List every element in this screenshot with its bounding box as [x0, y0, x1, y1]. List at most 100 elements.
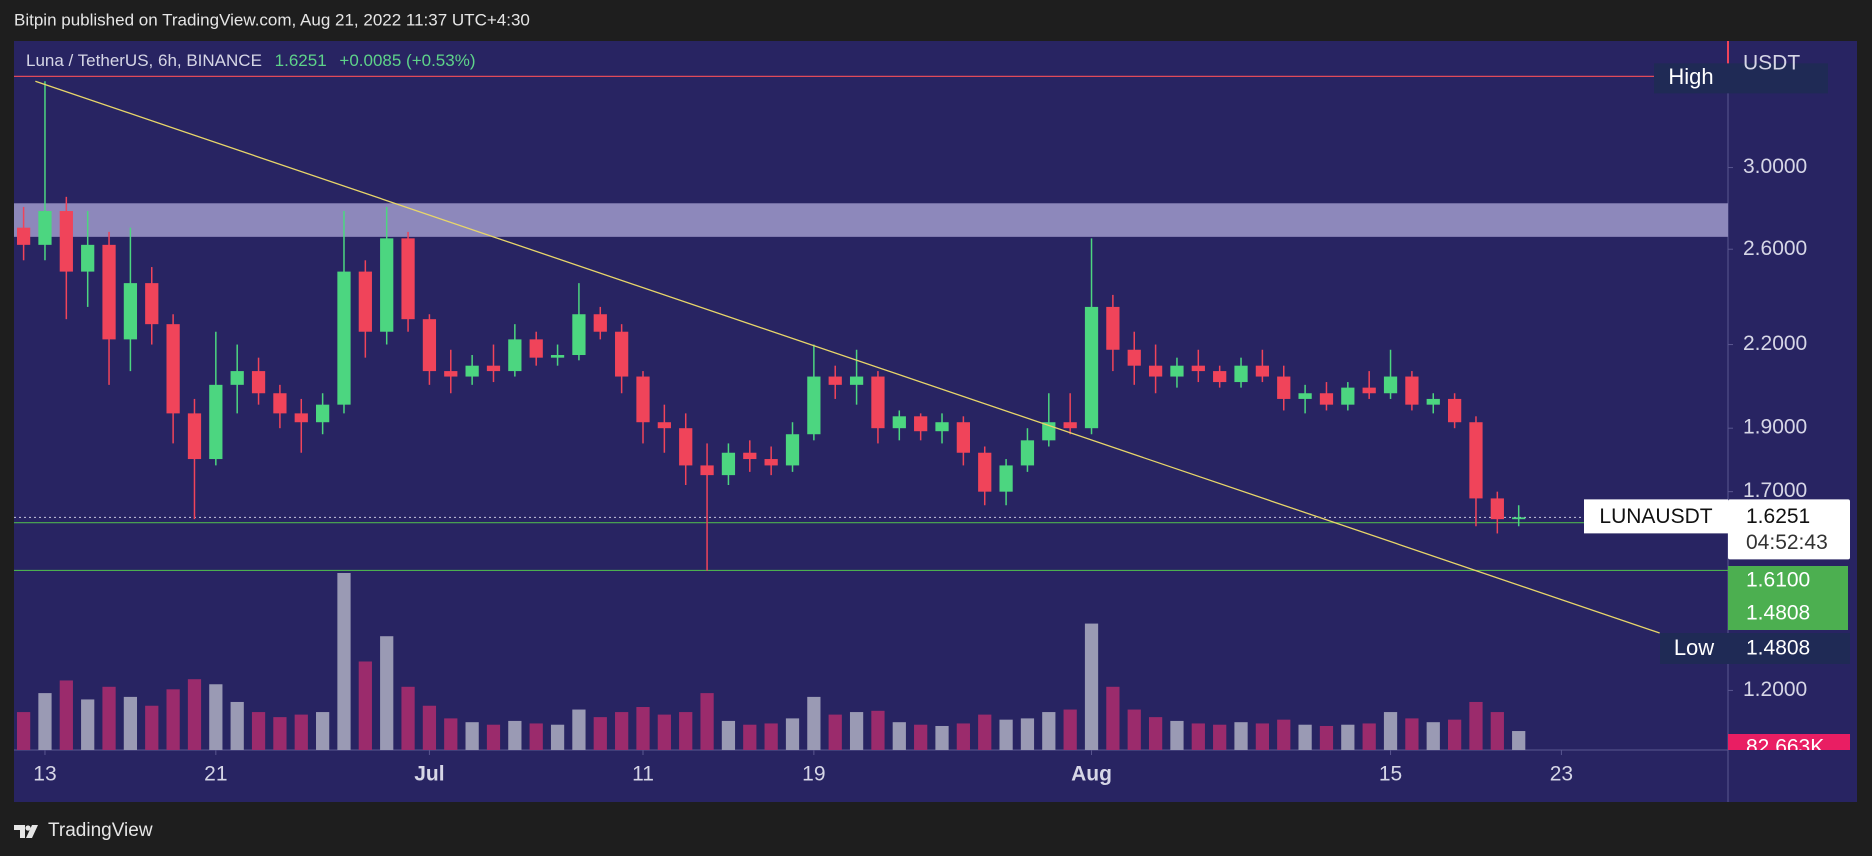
candle-body — [1084, 306, 1099, 429]
volume-bar — [1490, 712, 1504, 750]
candle-body — [1469, 422, 1483, 499]
candle-body — [81, 244, 95, 272]
brand: TradingView — [48, 820, 153, 841]
trendline — [35, 80, 1660, 634]
candle-body — [956, 422, 970, 453]
candle-body — [1170, 365, 1184, 377]
volume-bar — [1298, 724, 1312, 750]
volume-bar — [1341, 724, 1355, 750]
candle-body — [529, 339, 543, 358]
candle-body — [1426, 398, 1440, 405]
candle-body — [294, 413, 308, 423]
volume-bar — [892, 722, 906, 750]
candle-body — [1383, 376, 1398, 394]
x-tick-label: 11 — [632, 763, 654, 786]
candle-body — [145, 283, 159, 325]
volume-bar — [102, 686, 116, 750]
x-tick-label: 19 — [802, 763, 825, 786]
volume-bar — [1277, 719, 1291, 750]
volume-bar — [358, 661, 372, 750]
volume-bar — [316, 712, 330, 750]
volume-bar — [251, 712, 266, 750]
volume-bar — [380, 636, 394, 750]
volume-bar — [273, 717, 287, 750]
y-tick-label: 1.7000 — [1743, 479, 1807, 502]
candle-body — [187, 413, 202, 460]
candle-body — [209, 384, 223, 460]
candle-body — [380, 238, 394, 332]
volume-bar — [38, 693, 52, 750]
support-badge — [1728, 566, 1848, 630]
y-tick-label: 2.6000 — [1743, 237, 1807, 260]
last-symbol: LUNAUSDT — [1599, 505, 1712, 528]
high-badge — [1654, 63, 1728, 94]
volume-bar — [935, 725, 949, 750]
candle-body — [337, 271, 351, 405]
candle-body — [1447, 398, 1462, 423]
volume-bar — [465, 722, 479, 750]
countdown: 04:52:43 — [1746, 531, 1828, 554]
candle-body — [1405, 376, 1419, 405]
volume-bar — [1319, 725, 1334, 750]
volume-bar — [1469, 701, 1483, 750]
volume-label: 82.663K — [1746, 736, 1824, 759]
volume-bar — [1213, 724, 1227, 750]
candle-body — [999, 465, 1013, 492]
candle-body — [978, 452, 992, 492]
candle-body — [1213, 371, 1227, 383]
low-badge — [1660, 633, 1728, 664]
volume-bar — [1512, 731, 1526, 750]
volume-bar — [785, 718, 800, 750]
volume-bar — [529, 723, 543, 750]
candle-body — [1255, 365, 1270, 377]
volume-bar — [615, 712, 629, 750]
volume-bar — [1405, 718, 1419, 750]
volume-bar — [1148, 717, 1163, 750]
candle-body — [636, 376, 650, 423]
candle-body — [230, 371, 244, 385]
y-tick-label: 1.2000 — [1743, 678, 1807, 701]
candle-body — [486, 365, 501, 372]
candle-body — [657, 422, 671, 429]
volume-bar — [828, 714, 842, 750]
x-tick-label: Jul — [414, 763, 444, 786]
candle-body — [38, 211, 52, 245]
candle-body — [422, 319, 437, 372]
volume-bar — [743, 724, 757, 750]
volume-bar — [1084, 623, 1099, 750]
candle-body — [572, 314, 586, 356]
volume-bar — [1255, 723, 1270, 750]
volume-bar — [166, 689, 180, 750]
y-tick-label: 2.2000 — [1743, 332, 1807, 355]
y-tick-label: 1.9000 — [1743, 416, 1807, 439]
candle-body — [807, 376, 821, 435]
candle-body — [59, 211, 73, 272]
volume-bar — [16, 712, 31, 750]
candle-body — [721, 452, 736, 476]
legend: Luna / TetherUS, 6h, BINANCE 1.6251 +0.0… — [26, 51, 476, 70]
volume-bar — [914, 724, 928, 750]
candle-body — [444, 371, 458, 377]
publisher: Bitpin published on TradingView.com, Aug… — [14, 10, 530, 29]
candle-body — [465, 365, 479, 377]
volume-bar — [572, 709, 586, 750]
candle-body — [1234, 365, 1248, 383]
volume-badge — [1728, 734, 1850, 750]
volume-bar — [1063, 709, 1077, 750]
volume-bar — [849, 712, 864, 750]
volume-bar — [999, 719, 1013, 750]
volume-bar — [422, 705, 437, 750]
candle-body — [849, 376, 864, 385]
legend-change: +0.0085 (+0.53%) — [339, 51, 475, 70]
x-tick-label: 21 — [204, 763, 227, 786]
volume-bar — [1362, 723, 1376, 750]
volume-bar — [1106, 686, 1120, 750]
volume-bar — [871, 710, 885, 750]
plot — [14, 75, 1728, 750]
low-price-badge — [1728, 633, 1850, 664]
volume-bar — [550, 724, 565, 750]
candle-body — [1191, 365, 1205, 372]
candle-body — [679, 428, 693, 466]
candle-body — [273, 393, 287, 414]
